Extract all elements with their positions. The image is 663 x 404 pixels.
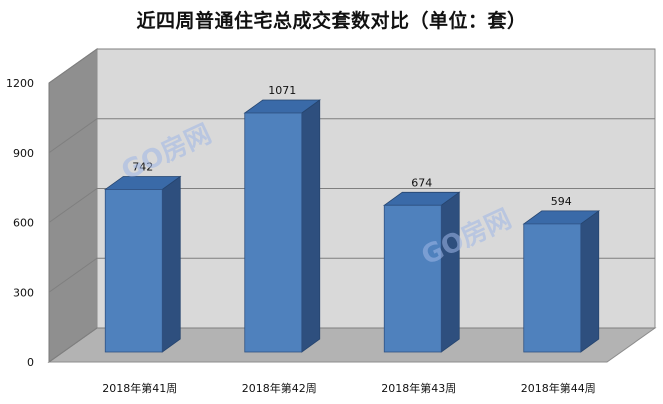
gridlines [48,48,655,363]
bar-front [104,189,163,353]
data-label: 742 [132,160,153,173]
data-label: 674 [411,176,432,189]
y-tick-label: 600 [13,217,34,230]
bar-side [301,99,321,353]
gridline [48,327,655,363]
y-axis-ticks: 0 300 600 900 1200 [6,77,34,369]
y-tick-label: 900 [13,147,34,160]
bars: 742 1071 674 594 [104,84,600,353]
bar-side [161,175,181,353]
bar [104,175,182,353]
gridline [48,257,655,293]
bar [383,191,461,353]
y-tick-label: 1200 [6,77,34,90]
x-category-label: 2018年第43周 [381,381,456,395]
gridline [48,188,655,223]
x-category-label: 2018年第42周 [242,381,317,395]
bar-front [244,112,303,353]
bar-side [440,191,460,353]
gridline [48,48,655,84]
y-tick-label: 0 [27,356,34,369]
bar-side [580,210,600,353]
bar-front [523,223,582,353]
data-label: 1071 [268,84,296,97]
gridline [48,118,655,154]
bar-front [383,204,442,353]
x-category-label: 2018年第44周 [521,381,596,395]
x-axis-categories: 2018年第41周 2018年第42周 2018年第43周 2018年第44周 [102,381,596,395]
bar [243,99,321,353]
data-label: 594 [551,195,572,208]
x-category-label: 2018年第41周 [102,381,177,395]
bar [522,210,600,353]
chart-title: 近四周普通住宅总成交套数对比（单位：套） [136,10,527,32]
y-tick-label: 300 [13,286,34,299]
